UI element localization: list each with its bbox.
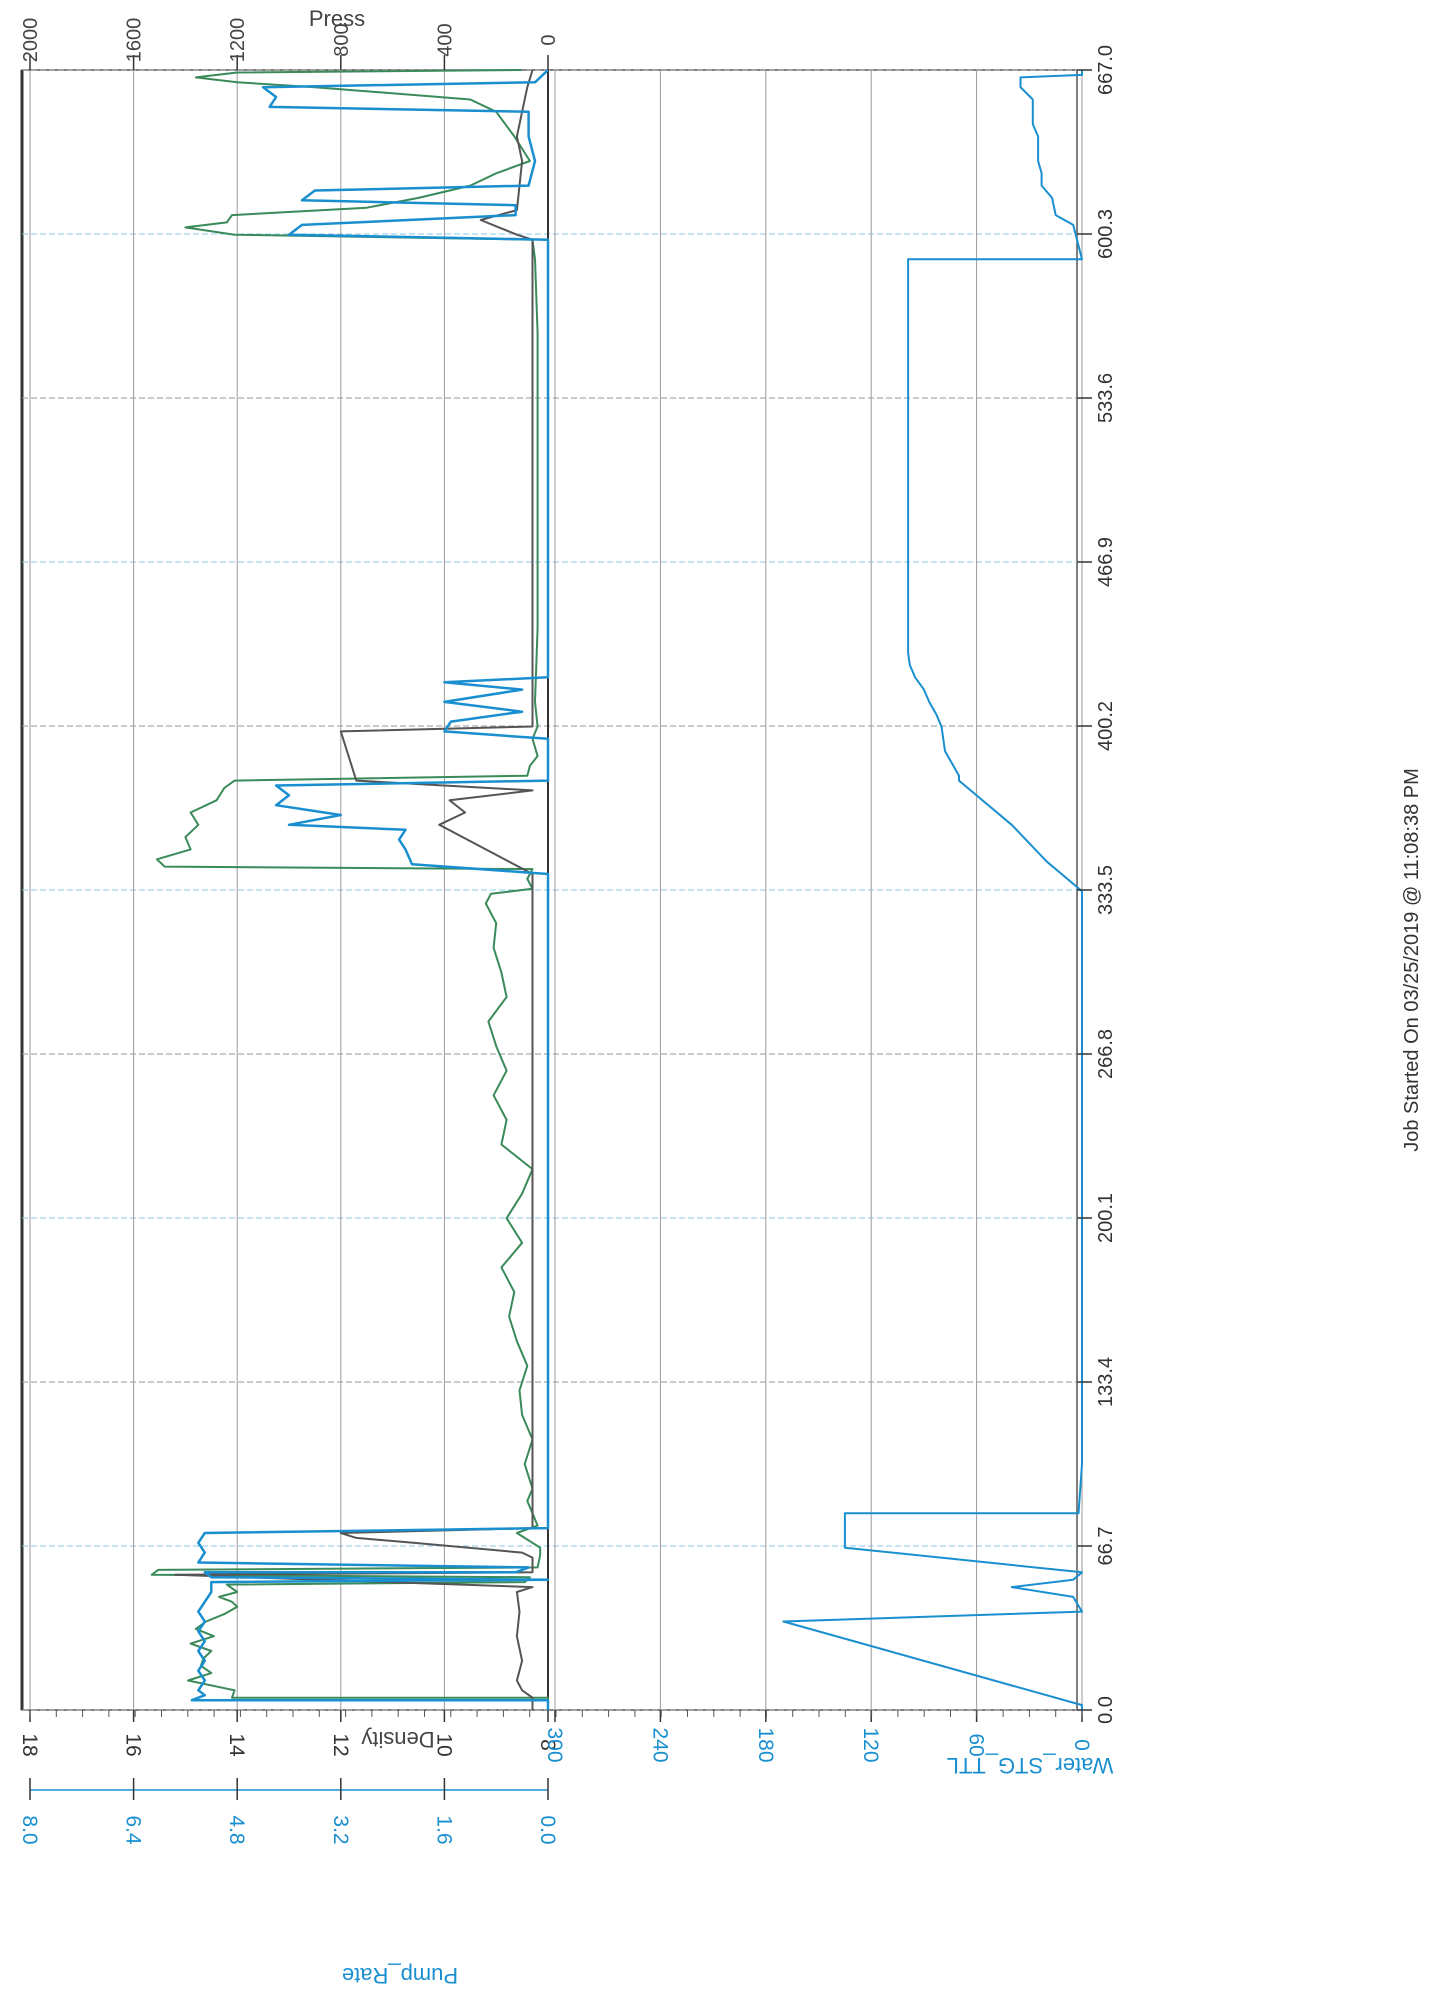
density-tick-label: 12 xyxy=(329,1733,352,1756)
density-axis-label: Density xyxy=(361,1727,434,1752)
press-tick-label: 0 xyxy=(538,34,560,45)
water-tick-label: 180 xyxy=(754,1727,777,1762)
time-tick-label: 0.0 xyxy=(1095,1696,1117,1724)
press-axis-label: Press xyxy=(309,6,365,31)
press-tick-label: 2000 xyxy=(20,18,42,63)
series-line-pump-rate xyxy=(190,69,550,1710)
density-tick-label: 14 xyxy=(225,1733,248,1757)
density-tick-label: 16 xyxy=(122,1733,145,1756)
water-tick-label: 60 xyxy=(965,1733,988,1756)
density-tick-label: 10 xyxy=(432,1733,455,1756)
series-layer xyxy=(150,69,1083,1710)
time-tick-label: 466.9 xyxy=(1095,537,1117,587)
water-tick-label: 120 xyxy=(859,1727,882,1762)
pump-rate-tick-label: 1.6 xyxy=(432,1815,455,1844)
water-tick-label: 300 xyxy=(543,1727,566,1762)
series-line-water-stg-ttl xyxy=(782,70,1083,1710)
pump-rate-tick-label: 4.8 xyxy=(225,1815,248,1844)
time-tick-label: 200.1 xyxy=(1095,1193,1117,1243)
series-line-density xyxy=(174,69,534,1710)
time-tick-label: 266.8 xyxy=(1095,1029,1117,1079)
series-line-press xyxy=(150,69,549,1710)
time-tick-label: 333.5 xyxy=(1095,865,1117,915)
press-tick-label: 800 xyxy=(331,23,353,56)
label-layer: Press Density Pump_Rate Water_STG_TTL Jo… xyxy=(309,6,1423,1988)
density-tick-label: 8 xyxy=(536,1739,559,1751)
time-tick-label: 400.2 xyxy=(1095,701,1117,751)
time-tick-label: 600.3 xyxy=(1095,209,1117,259)
press-tick-label: 400 xyxy=(434,23,456,56)
job-start-footer: Job Started On 03/25/2019 @ 11:08:38 PM xyxy=(1401,768,1423,1152)
time-tick-label: 66.7 xyxy=(1095,1527,1117,1566)
time-tick-label: 533.6 xyxy=(1095,373,1117,423)
water-tick-label: 240 xyxy=(648,1727,671,1762)
pump-rate-tick-label: 6.4 xyxy=(122,1815,145,1845)
press-tick-label: 1200 xyxy=(227,18,249,63)
axis-layer: 0.0 66.7 133.4 200.1 266.8 333.5 400.2 466.9 533… xyxy=(18,18,1117,1845)
pump-rate-tick-label: 3.2 xyxy=(329,1815,352,1844)
press-tick-label: 1600 xyxy=(124,18,146,63)
water-tick-label: 0 xyxy=(1070,1739,1093,1751)
water-axis-label: Water_STG_TTL xyxy=(947,1753,1114,1778)
pump-rate-tick-label: 0.0 xyxy=(536,1815,559,1844)
pump-rate-axis-label: Pump_Rate xyxy=(342,1963,458,1988)
density-tick-label: 18 xyxy=(18,1733,41,1756)
pump-rate-tick-label: 8.0 xyxy=(18,1815,41,1844)
time-tick-label: 133.4 xyxy=(1095,1357,1117,1407)
time-tick-label: 667.0 xyxy=(1095,45,1117,95)
